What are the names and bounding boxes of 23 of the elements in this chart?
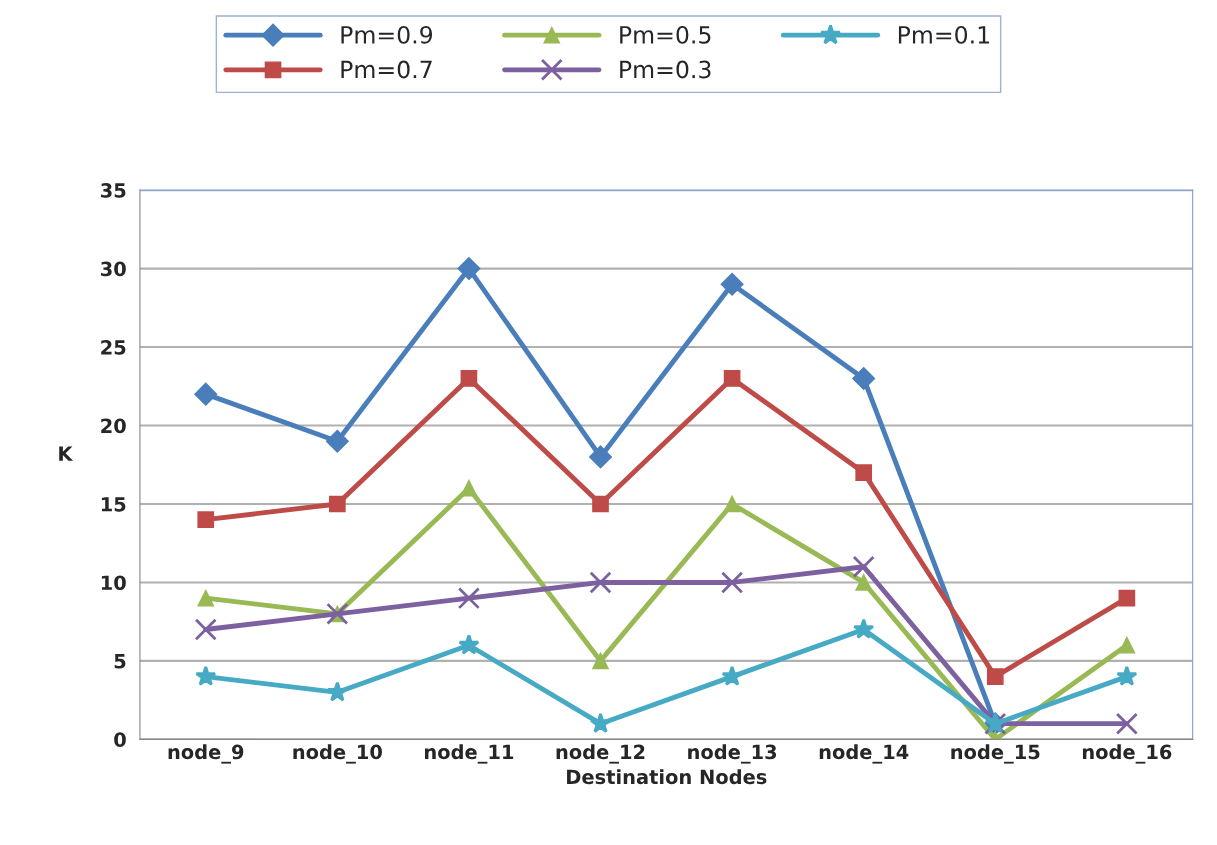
legend-label: Pm=0.7: [341, 60, 432, 79]
y-tick-label: 10: [101, 575, 126, 591]
y-tick-label: 35: [101, 183, 126, 198]
y-tick-label: 5: [114, 654, 126, 669]
legend-label: Pm=0.3: [620, 60, 711, 79]
x-tick-label: node_10: [293, 744, 382, 764]
x-tick-label: node_15: [951, 744, 1040, 764]
y-tick-label: 25: [101, 340, 126, 355]
x-tick-label: node_16: [1082, 744, 1172, 764]
x-tick-label: node_14: [819, 744, 909, 764]
legend-label: Pm=0.9: [341, 25, 433, 44]
y-tick-label: 20: [101, 418, 126, 434]
x-axis-title: Destination Nodes: [567, 769, 767, 785]
y-tick-label: 30: [101, 261, 126, 277]
x-tick-label: node_11: [425, 744, 514, 764]
legend-label: Pm=0.5: [620, 25, 711, 44]
x-tick-label: node_12: [556, 744, 645, 764]
x-tick-label: node_13: [688, 744, 777, 764]
y-tick-label: 15: [101, 497, 126, 512]
x-tick-label: node_9: [168, 744, 244, 764]
y-tick-label: 0: [114, 732, 126, 748]
y-axis-title: K: [59, 446, 74, 461]
legend-label: Pm=0.1: [898, 25, 990, 44]
